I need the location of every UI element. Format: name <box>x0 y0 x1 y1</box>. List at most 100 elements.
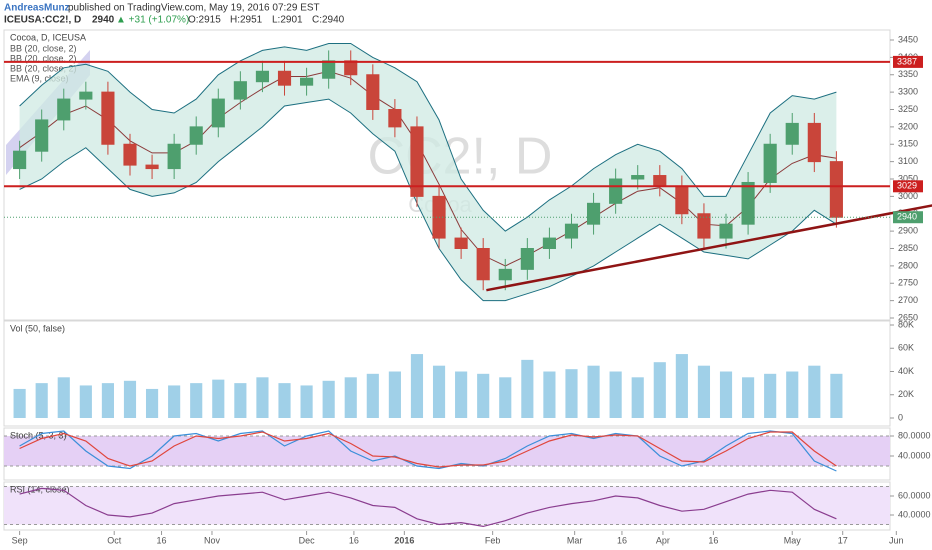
price-box <box>893 211 923 224</box>
volume-bar <box>234 383 247 418</box>
x-tick-label: Sep <box>12 535 28 545</box>
volume-bar <box>764 373 777 418</box>
volume-bar <box>212 379 225 418</box>
candle-body <box>476 248 490 281</box>
candle-body <box>454 237 468 249</box>
y-tick-label: 3150 <box>898 139 918 149</box>
volume-bar <box>145 388 159 418</box>
last-price-label: 2940 <box>897 212 917 222</box>
y-tick-label: 2900 <box>898 226 918 236</box>
y-tick-label: 3300 <box>898 87 918 97</box>
candle-body <box>609 178 623 204</box>
candle-body <box>300 77 314 86</box>
candle-body <box>586 202 601 225</box>
x-tick-label: Feb <box>485 535 501 545</box>
panel-frame <box>3 29 891 321</box>
candle-body <box>653 175 667 187</box>
y-tick-label: 3450 <box>898 34 918 44</box>
x-tick-label: 16 <box>157 535 167 545</box>
volume-bar <box>719 371 733 418</box>
price-label: 3029 <box>897 181 917 191</box>
y-tick-label: 40K <box>898 366 914 376</box>
volume-bar <box>830 373 843 418</box>
volume-bar <box>543 371 556 418</box>
y-tick-label: 80.0000 <box>898 430 931 440</box>
volume-bar <box>587 365 600 418</box>
y-tick-label: 60K <box>898 343 914 353</box>
volume-bar <box>13 388 26 418</box>
volume-bar <box>190 383 203 418</box>
y-tick-label: 60.0000 <box>898 490 931 500</box>
change: ▲ +31 (+1.07%) <box>116 15 189 26</box>
x-tick-label: 17 <box>838 535 848 545</box>
candle-body <box>675 185 689 215</box>
candle-body <box>829 161 843 218</box>
candle-body <box>255 70 270 83</box>
x-tick-label: Nov <box>204 535 221 545</box>
candle-body <box>498 268 512 281</box>
y-tick-label: 3050 <box>898 173 918 183</box>
last: 2940 <box>92 15 115 26</box>
y-tick-label: 3200 <box>898 121 918 131</box>
y-tick-label: 3000 <box>898 191 918 201</box>
y-tick-label: 3250 <box>898 104 918 114</box>
candle-body <box>719 223 733 239</box>
close: C:2940 <box>312 15 345 26</box>
candle-body <box>785 122 799 145</box>
volume-bar <box>168 385 181 418</box>
x-tick-label: 16 <box>708 535 718 545</box>
candle-body <box>741 181 755 225</box>
volume-bar <box>256 377 269 418</box>
volume-bar <box>455 371 468 418</box>
candle-body <box>410 126 424 197</box>
x-tick-label: May <box>784 535 802 545</box>
legend-line: BB (20, close, 2) <box>10 53 77 63</box>
volume-bar <box>609 371 622 418</box>
volume-bar <box>786 371 799 418</box>
volume-bar <box>565 369 578 418</box>
candle-body <box>322 60 336 79</box>
x-tick-label: 16 <box>349 535 359 545</box>
indicator-line <box>19 487 837 528</box>
indicator-line <box>19 431 837 468</box>
volume-bar <box>653 362 666 418</box>
y-tick-label: 80K <box>898 319 914 329</box>
candle-body <box>167 143 181 170</box>
volume-bar <box>366 373 379 418</box>
volume-bar <box>675 354 688 418</box>
volume-bar <box>432 365 446 418</box>
panel-title: Cocoa, D, ICEUSA <box>10 32 86 42</box>
y-tick-label: 2800 <box>898 260 918 270</box>
candle-body <box>564 223 579 239</box>
x-tick-label: Dec <box>299 535 316 545</box>
y-tick-label: 20K <box>898 389 914 399</box>
candle-body <box>542 237 556 249</box>
x-tick-label: 16 <box>617 535 627 545</box>
candle-body <box>763 143 777 183</box>
legend-line: BB (20, close, 2) <box>10 43 77 53</box>
author: AndreasMunz <box>4 3 70 14</box>
y-tick-label: 40.0000 <box>898 509 931 519</box>
candle-body <box>388 109 402 128</box>
volume-bar <box>123 380 137 418</box>
candle-body <box>79 91 93 100</box>
candle-body <box>211 98 225 128</box>
candle-body <box>101 91 115 145</box>
volume-bar <box>79 385 92 418</box>
x-tick-label: 2016 <box>394 535 414 545</box>
candle-body <box>807 122 821 163</box>
candle-body <box>366 74 380 110</box>
volume-bar <box>742 377 755 418</box>
candle-body <box>697 213 711 239</box>
candle-body <box>344 60 358 76</box>
volume-bar <box>35 383 48 418</box>
band <box>4 436 890 466</box>
published: published on TradingView.com, May 19, 20… <box>68 3 320 14</box>
x-tick-label: Oct <box>107 535 122 545</box>
low: L:2901 <box>272 15 303 26</box>
band <box>4 486 890 525</box>
y-tick-label: 3100 <box>898 156 918 166</box>
high: H:2951 <box>230 15 263 26</box>
candle-body <box>233 81 247 100</box>
volume-bar <box>499 377 512 418</box>
